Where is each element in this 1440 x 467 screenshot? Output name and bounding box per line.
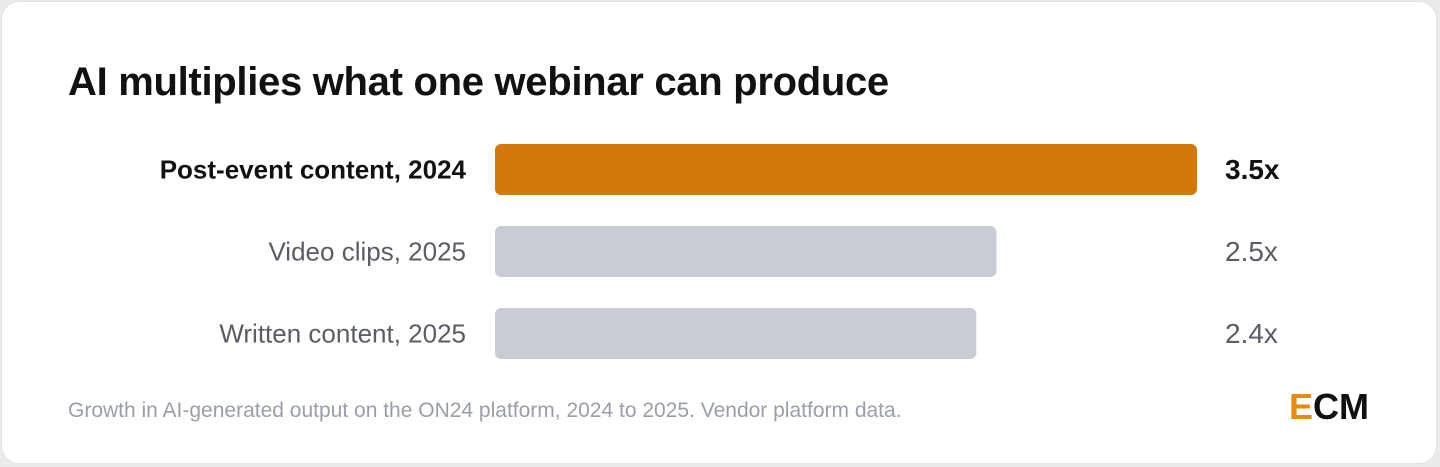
value-label: 3.5x <box>1225 154 1280 185</box>
chart-title: AI multiplies what one webinar can produ… <box>68 60 889 104</box>
logo-letters-cm: CM <box>1313 386 1370 427</box>
category-label: Post-event content, 2024 <box>160 155 467 185</box>
value-label: 2.4x <box>1225 318 1278 349</box>
logo-letter-e: E <box>1289 386 1314 427</box>
bar <box>495 144 1197 195</box>
chart-footnote: Growth in AI-generated output on the ON2… <box>68 399 902 422</box>
bar <box>495 226 997 277</box>
category-label: Video clips, 2025 <box>268 237 466 267</box>
bar <box>495 308 977 359</box>
brand-logo: ECM <box>1289 389 1369 425</box>
value-label: 2.5x <box>1225 236 1278 267</box>
category-label: Written content, 2025 <box>219 319 466 349</box>
